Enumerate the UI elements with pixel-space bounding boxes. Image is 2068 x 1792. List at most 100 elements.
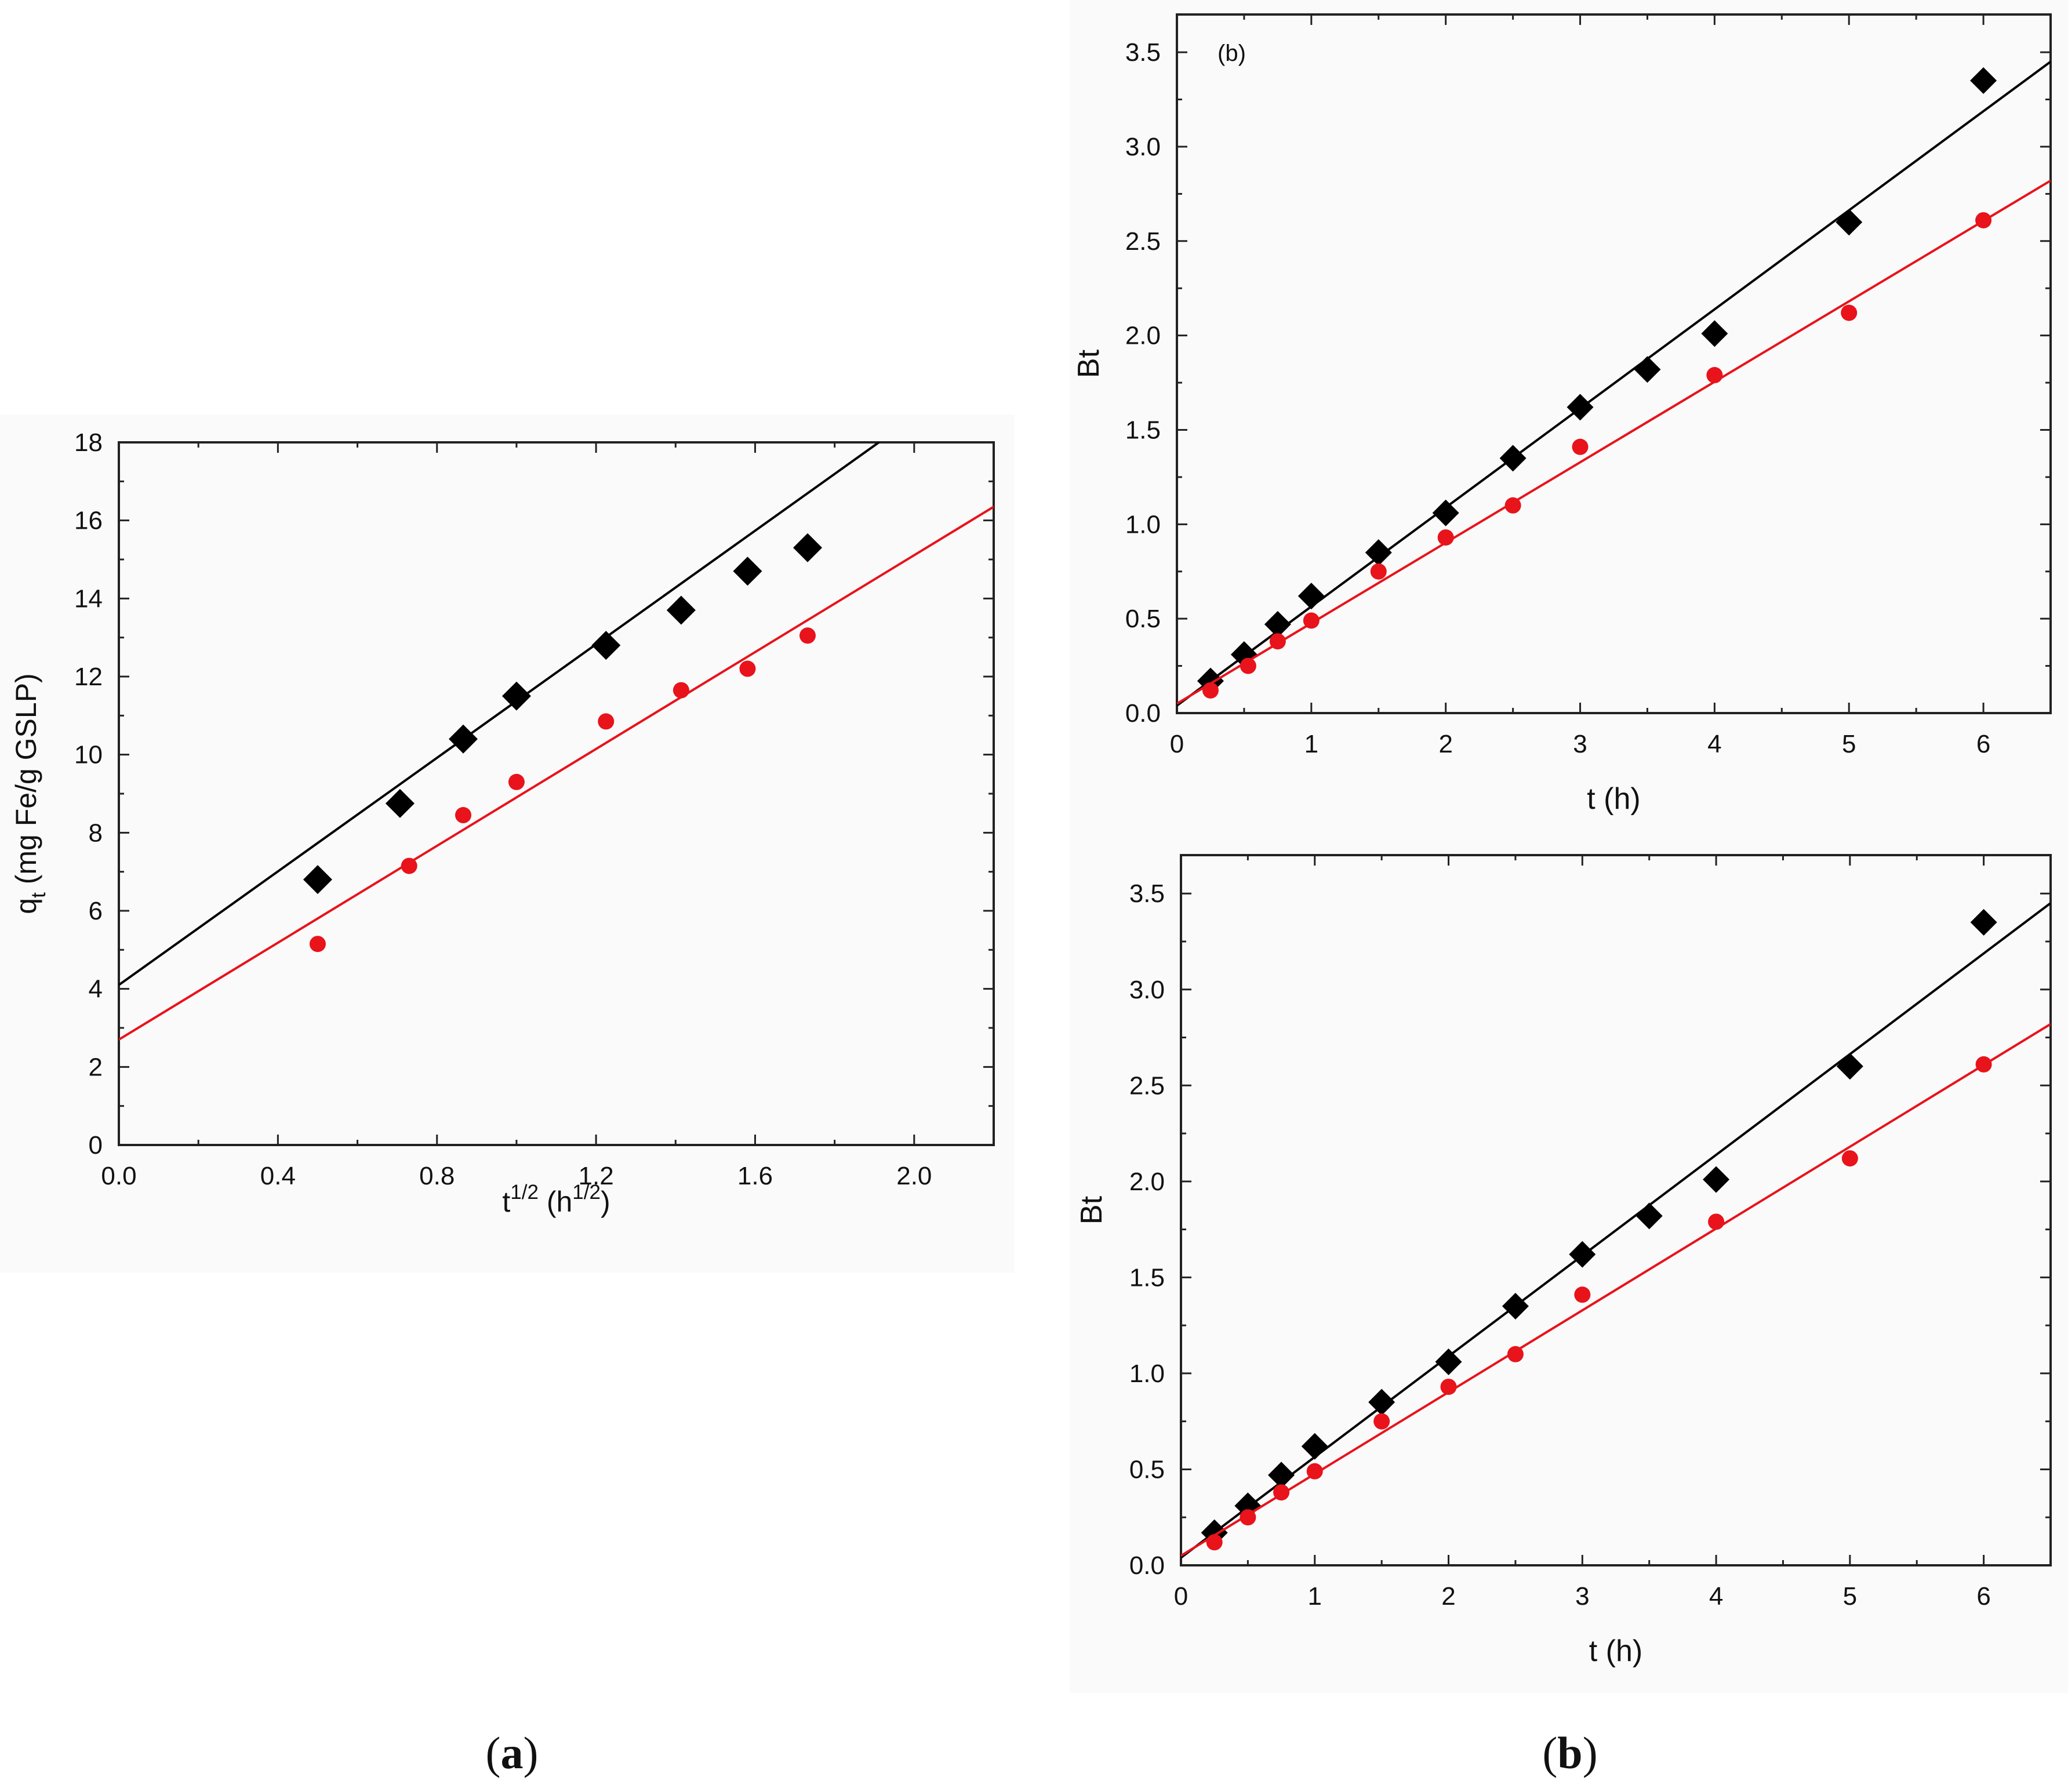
series-2 [119, 506, 994, 1041]
data-point-diamond [1368, 1388, 1395, 1416]
y-axis-label: Bt [1072, 349, 1106, 378]
data-point-circle [309, 936, 326, 953]
plot-frame [1180, 854, 2052, 1566]
caption-b: (b) [1542, 1728, 1597, 1778]
data-point-diamond [1365, 539, 1392, 566]
fit-line-series-2 [1177, 179, 2051, 705]
data-point-diamond [1635, 1202, 1663, 1230]
data-point-circle [1975, 1056, 1992, 1073]
data-point-diamond [1435, 1348, 1462, 1376]
data-point-circle [508, 773, 525, 790]
x-tick-label: 3 [1573, 730, 1587, 758]
data-point-diamond [1836, 209, 1863, 236]
x-tick-label: 6 [1976, 1582, 1990, 1611]
x-axis-label: t1/2 (h1/2) [502, 1181, 610, 1218]
x-tick-label: 0.8 [419, 1162, 455, 1190]
y-tick-label: 3.5 [1125, 38, 1161, 67]
data-point-diamond [448, 724, 478, 754]
data-point-diamond [1264, 610, 1291, 638]
panel-background [1070, 835, 2068, 1693]
y-tick-label: 2 [89, 1053, 103, 1081]
x-tick-label: 2 [1441, 1582, 1455, 1611]
data-point-circle [739, 660, 756, 677]
data-point-diamond [1499, 445, 1527, 472]
data-point-circle [455, 807, 471, 824]
y-tick-label: 8 [89, 819, 103, 847]
data-point-diamond [385, 788, 415, 818]
data-point-diamond [793, 533, 822, 562]
series-1 [119, 442, 881, 986]
y-tick-label: 3.0 [1129, 976, 1165, 1004]
data-point-diamond [1836, 1053, 1863, 1080]
data-point-circle [1507, 1346, 1524, 1362]
panel-label: (b) [1217, 41, 1246, 66]
y-tick-label: 1.5 [1125, 416, 1161, 444]
x-tick-label: 6 [1976, 730, 1990, 758]
y-axis-label-base: q [10, 898, 42, 914]
chart-b-top: 0 1 2 3 4 5 6 0.0 0.5 1.0 1.5 2.0 2.5 3.0 3.5 t (h) Bt (b… [1070, 0, 2068, 835]
data-point-circle [1202, 682, 1219, 699]
y-tick-label: 12 [74, 663, 103, 691]
data-point-circle [1708, 1213, 1725, 1230]
caption-a: (a) [486, 1728, 539, 1778]
x-tick-label: 2.0 [896, 1162, 932, 1190]
data-point-circle [598, 713, 615, 730]
y-tick-label: 1.5 [1129, 1263, 1165, 1292]
x-tick-label: 0.0 [101, 1162, 136, 1190]
chart-b-bottom: 0 1 2 3 4 5 6 0.0 0.5 1.0 1.5 2.0 2.5 3.0 3.5 t (h) Bt [1070, 835, 2068, 1693]
data-point-diamond [1234, 1492, 1262, 1520]
x-axis-label: t (h) [1589, 1634, 1642, 1668]
y-tick-label: 1.0 [1129, 1360, 1165, 1388]
y-tick-label: 2.5 [1125, 227, 1161, 256]
x-tick-label: 1 [1308, 1582, 1322, 1611]
y-axis-label: qt (mg Fe/g GSLP) [10, 673, 50, 914]
series-2 [1177, 179, 2051, 705]
x-tick-label: 1 [1304, 730, 1318, 758]
y-tick-label: 2.5 [1129, 1071, 1165, 1100]
data-point-circle [401, 857, 417, 874]
y-tick-label: 0.5 [1129, 1455, 1165, 1484]
y-axis-label-sub: t [27, 892, 50, 898]
x-tick-label: 4 [1709, 1582, 1723, 1611]
plot-frame [1176, 13, 2052, 714]
data-point-diamond [1569, 1241, 1596, 1268]
y-tick-label: 0 [89, 1131, 103, 1159]
y-tick-label: 1.0 [1125, 510, 1161, 539]
y-tick-label: 2.0 [1129, 1168, 1165, 1196]
fit-line-series-2 [1181, 1023, 2051, 1557]
x-tick-label: 2 [1438, 730, 1452, 758]
x-axis-label-base: t [502, 1186, 510, 1218]
series-2 [1181, 1023, 2051, 1557]
data-point-diamond [1970, 67, 1997, 94]
y-tick-label: 18 [74, 428, 103, 457]
y-tick-label: 3.5 [1129, 879, 1165, 908]
x-tick-label: 3 [1575, 1582, 1589, 1611]
data-point-diamond [501, 681, 531, 711]
y-tick-label: 16 [74, 507, 103, 535]
panel-background [0, 415, 1015, 1273]
x-axis-label-sup: 1/2 [510, 1181, 539, 1204]
data-point-diamond [1502, 1293, 1529, 1320]
data-point-circle [1504, 497, 1521, 514]
fit-line-series-2 [119, 506, 994, 1041]
fit-line-series-1 [1181, 902, 2051, 1559]
y-tick-label: 4 [89, 975, 103, 1004]
data-point-diamond [591, 631, 621, 660]
data-point-circle [1373, 1413, 1390, 1430]
x-axis-label-sup2: 1/2 [572, 1181, 601, 1204]
x-tick-label: 5 [1843, 1582, 1857, 1611]
x-axis-label-end: ) [601, 1186, 610, 1218]
data-point-diamond [1970, 908, 1997, 936]
y-tick-label: 3.0 [1125, 133, 1161, 161]
y-tick-label: 14 [74, 584, 103, 613]
data-point-circle [1841, 1150, 1858, 1167]
y-axis-label: Bt [1075, 1195, 1108, 1224]
data-point-circle [1269, 633, 1286, 650]
data-point-diamond [1301, 1433, 1328, 1460]
data-point-diamond [303, 865, 332, 895]
x-tick-label: 0.4 [260, 1162, 296, 1190]
data-point-diamond [1298, 583, 1325, 610]
data-point-circle [1273, 1484, 1290, 1501]
data-point-diamond [1268, 1462, 1295, 1489]
